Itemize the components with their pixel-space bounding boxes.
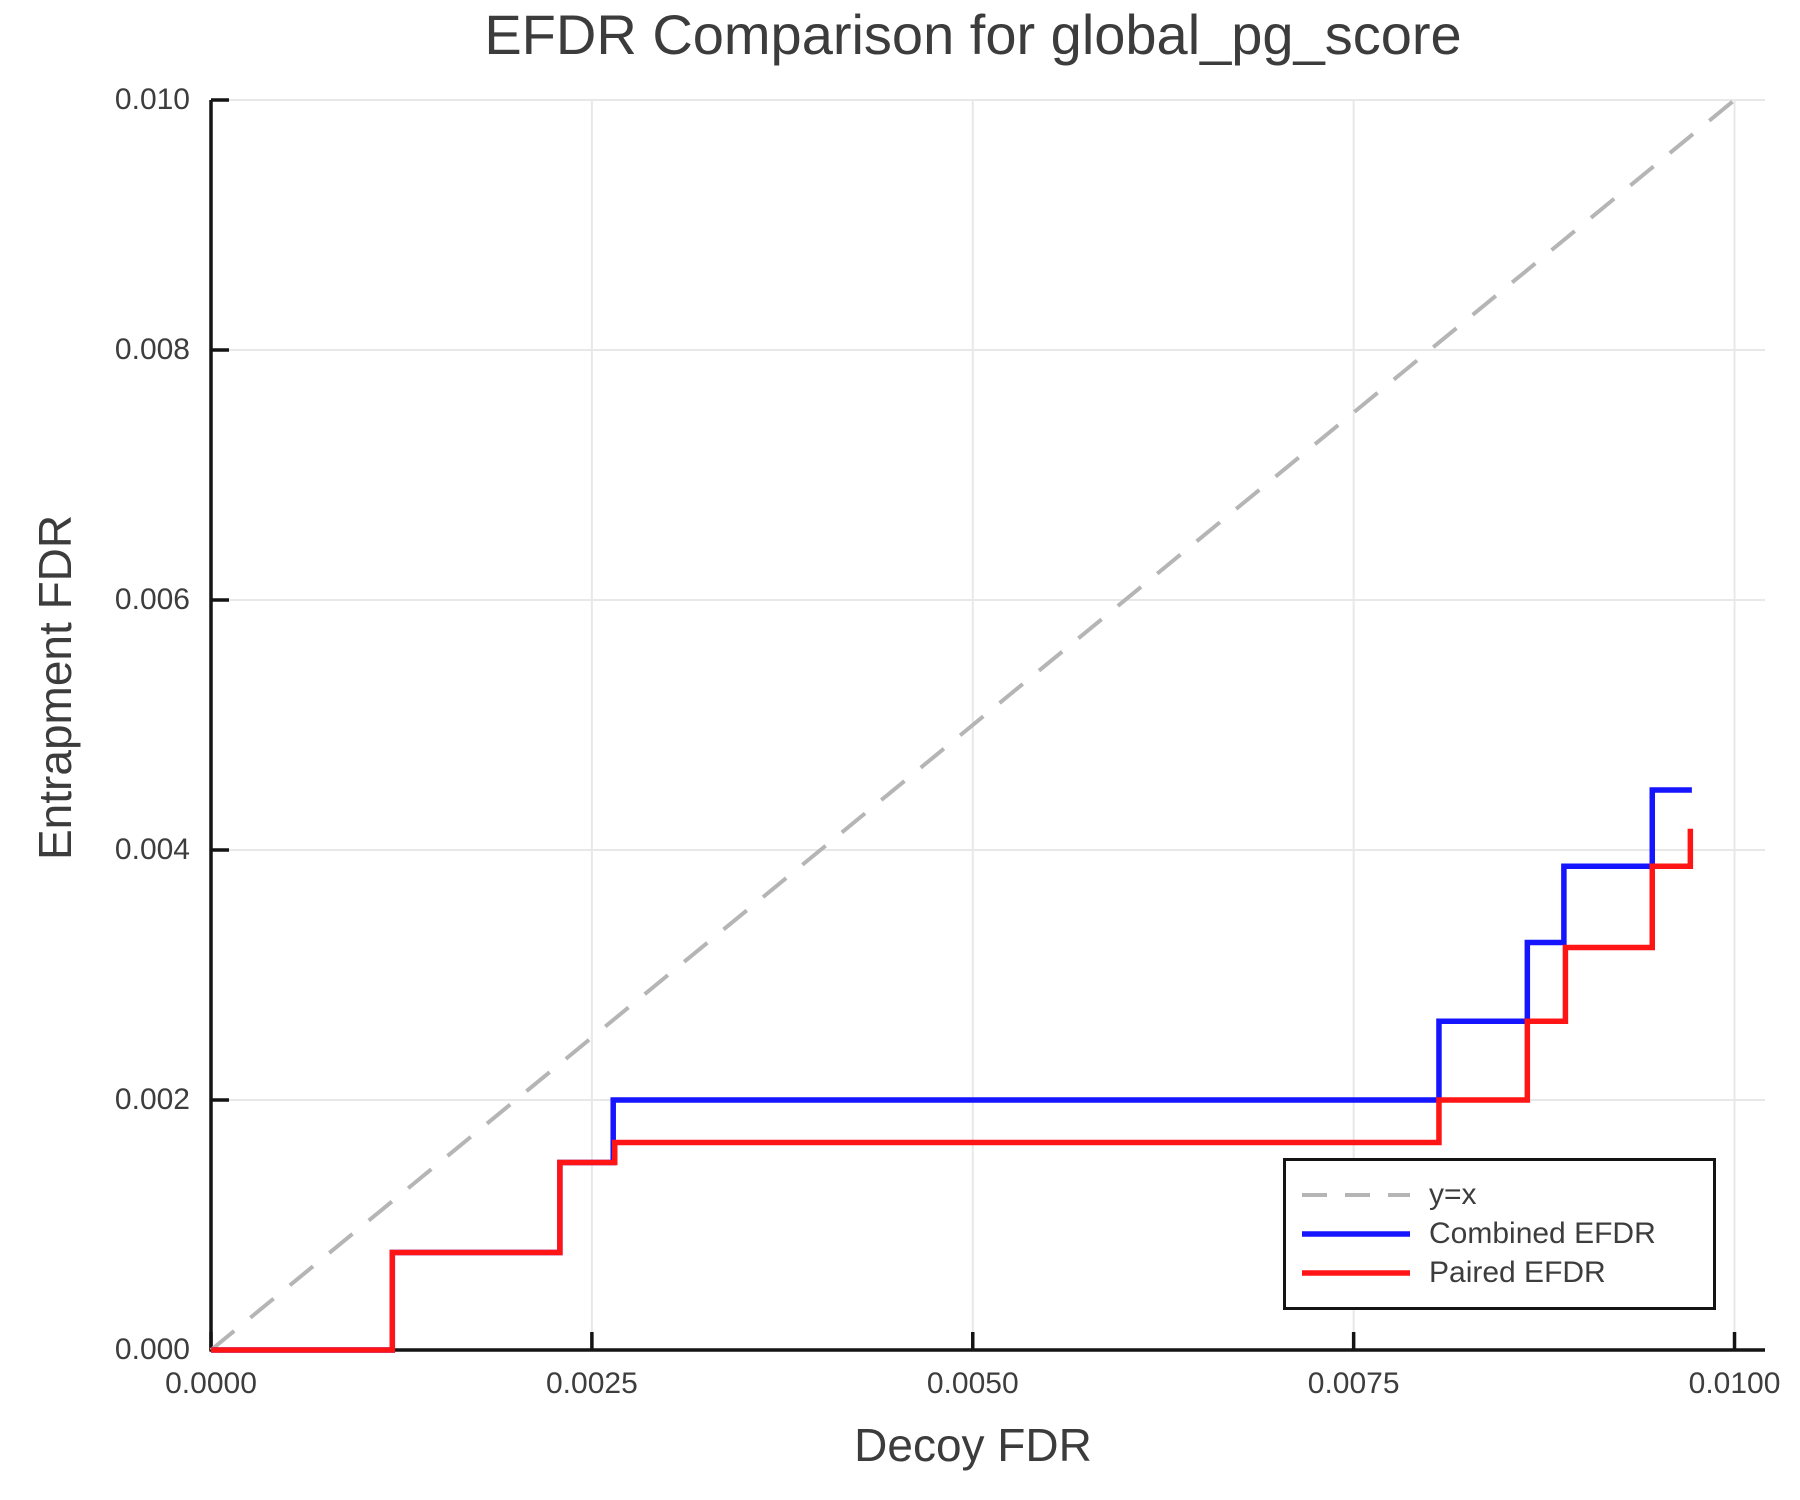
y-tick-label: 0.004 bbox=[114, 833, 190, 866]
legend-label: y=x bbox=[1429, 1177, 1477, 1211]
legend-label: Combined EFDR bbox=[1429, 1216, 1656, 1250]
legend-label: Paired EFDR bbox=[1429, 1255, 1606, 1289]
legend-item-paired: Paired EFDR bbox=[1302, 1253, 1713, 1292]
y-tick-label: 0.000 bbox=[114, 1333, 190, 1366]
blue-line-sample-icon bbox=[1302, 1230, 1410, 1237]
dashed-line-sample-icon bbox=[1302, 1192, 1410, 1197]
x-tick-label: 0.0000 bbox=[165, 1367, 257, 1400]
x-tick-label: 0.0050 bbox=[926, 1367, 1019, 1400]
legend: y=x Combined EFDR Paired EFDR bbox=[1283, 1158, 1716, 1310]
series-line-paired-efdr bbox=[211, 828, 1694, 1353]
red-line-sample-icon bbox=[1302, 1269, 1410, 1276]
y-tick-label: 0.006 bbox=[114, 583, 190, 616]
legend-item-combined: Combined EFDR bbox=[1302, 1214, 1713, 1253]
y-axis-title: Entrapment FDR bbox=[29, 514, 81, 860]
y-tick-label: 0.008 bbox=[114, 333, 190, 366]
y-tick-label: 0.010 bbox=[114, 83, 190, 116]
x-tick-label: 0.0075 bbox=[1307, 1367, 1400, 1400]
y-tick-label: 0.002 bbox=[114, 1083, 190, 1116]
legend-item-yx: y=x bbox=[1302, 1175, 1713, 1214]
x-tick-label: 0.0100 bbox=[1688, 1367, 1781, 1400]
series-line-y-x bbox=[209, 98, 1736, 1352]
chart-title: EFDR Comparison for global_pg_score bbox=[484, 3, 1462, 66]
x-axis-title: Decoy FDR bbox=[854, 1419, 1092, 1471]
x-tick-label: 0.0025 bbox=[545, 1367, 638, 1400]
